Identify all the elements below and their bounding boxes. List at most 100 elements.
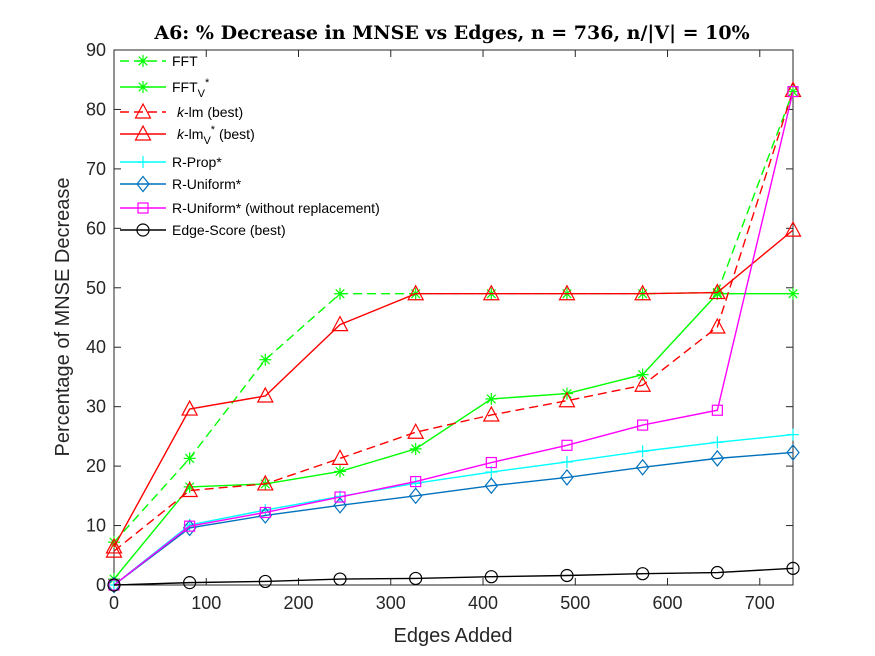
- data-point: [183, 452, 196, 465]
- legend-marker: [134, 102, 152, 119]
- series-line: [113, 567, 794, 586]
- data-point: [105, 537, 123, 554]
- series-3: [105, 220, 802, 554]
- data-point: [259, 353, 272, 366]
- data-point: [708, 317, 726, 334]
- x-tick-label: 600: [653, 593, 683, 613]
- data-point: [256, 474, 274, 491]
- data-point: [485, 456, 497, 469]
- legend-label: R-Uniform*: [172, 176, 242, 192]
- data-point: [787, 86, 799, 98]
- data-point: [331, 449, 349, 465]
- legend-label: k-lm (best): [177, 104, 243, 120]
- data-point: [482, 284, 500, 301]
- y-tick-label: 40: [86, 337, 106, 357]
- data-point: [711, 404, 723, 416]
- x-tick-label: 200: [283, 593, 313, 613]
- y-tick-label: 0: [96, 575, 106, 595]
- x-tick-label: 100: [191, 593, 221, 613]
- data-point: [105, 541, 123, 558]
- x-tick-label: 0: [109, 593, 119, 613]
- data-point: [560, 455, 573, 468]
- series-line: [113, 90, 794, 552]
- data-point: [409, 477, 422, 490]
- legend-entry: R-Uniform* (without replacement): [120, 200, 380, 216]
- data-point: [183, 576, 197, 590]
- legend-entry: R-Uniform*: [120, 175, 242, 193]
- data-point: [561, 439, 573, 451]
- y-tick-label: 90: [86, 40, 106, 60]
- data-point: [784, 220, 802, 237]
- data-point: [787, 428, 799, 441]
- x-tick-label: 500: [560, 593, 590, 613]
- legend-entry: k-lmV* (best): [120, 124, 255, 147]
- series-line: [113, 433, 794, 586]
- data-point: [786, 443, 800, 461]
- legend-marker: [137, 202, 149, 214]
- series-7: [107, 561, 800, 592]
- axes: 0 100 200 300 400 500 600 700 0 10 20 30 40 50 60 70 80 9…: [86, 40, 794, 613]
- data-point: [334, 287, 347, 300]
- x-tick-label: 300: [376, 593, 406, 613]
- data-point: [558, 391, 576, 408]
- series-line: [113, 91, 794, 586]
- y-tick-label: 80: [86, 99, 106, 119]
- series-5: [107, 443, 800, 594]
- data-point: [333, 572, 347, 586]
- legend-label: k-lmV* (best): [177, 124, 255, 147]
- data-point: [334, 465, 347, 478]
- legend-marker: [136, 223, 150, 237]
- data-point: [258, 574, 272, 589]
- data-point: [636, 445, 649, 458]
- x-tick-label: 700: [745, 593, 775, 613]
- data-point: [409, 442, 422, 455]
- legend-entry: k-lm (best): [120, 102, 243, 120]
- axes-box: [113, 49, 794, 586]
- data-point: [634, 375, 652, 392]
- x-tick-label: 400: [468, 593, 498, 613]
- data-point: [710, 565, 724, 580]
- data-point: [636, 368, 649, 381]
- legend-label: R-Prop*: [172, 154, 222, 170]
- data-point: [409, 571, 423, 586]
- legend-marker: [134, 124, 152, 141]
- data-point: [407, 284, 425, 301]
- data-point: [333, 496, 347, 514]
- legend-marker: [137, 55, 149, 67]
- data-point: [107, 578, 121, 592]
- y-tick-label: 10: [86, 516, 106, 536]
- data-point: [181, 399, 199, 416]
- data-point: [256, 386, 274, 403]
- data-point: [636, 567, 650, 581]
- data-point: [181, 481, 199, 498]
- legend-entry: R-Prop*: [120, 154, 222, 170]
- legend-entry: Edge-Score (best): [120, 222, 286, 238]
- data-point: [484, 570, 498, 584]
- plot-area: [114, 50, 793, 585]
- legend-marker: [137, 156, 149, 168]
- chart-title: A6: % Decrease in MNSE vs Edges, n = 736…: [153, 22, 749, 44]
- legend-label: Edge-Score (best): [172, 222, 286, 238]
- data-point: [710, 449, 725, 467]
- data-point: [331, 315, 349, 332]
- data-point: [637, 419, 649, 431]
- data-point: [407, 422, 425, 439]
- y-axis-label: Percentage of MNSE Decrease: [52, 177, 74, 456]
- data-point: [408, 487, 423, 505]
- x-axis-label: Edges Added: [394, 625, 513, 647]
- legend-label: FFT: [172, 53, 198, 69]
- y-tick-label: 60: [86, 218, 106, 238]
- legend-label: FFTV*: [172, 77, 210, 100]
- series-layer: [105, 81, 802, 594]
- legend-entry: FFT: [120, 53, 198, 69]
- data-point: [482, 405, 500, 422]
- data-point: [634, 284, 652, 301]
- legend-marker: [137, 81, 149, 93]
- data-point: [635, 458, 650, 476]
- data-point: [410, 475, 422, 488]
- data-point: [711, 436, 724, 449]
- legend-marker: [136, 175, 150, 193]
- data-point: [485, 392, 498, 405]
- data-point: [259, 504, 272, 517]
